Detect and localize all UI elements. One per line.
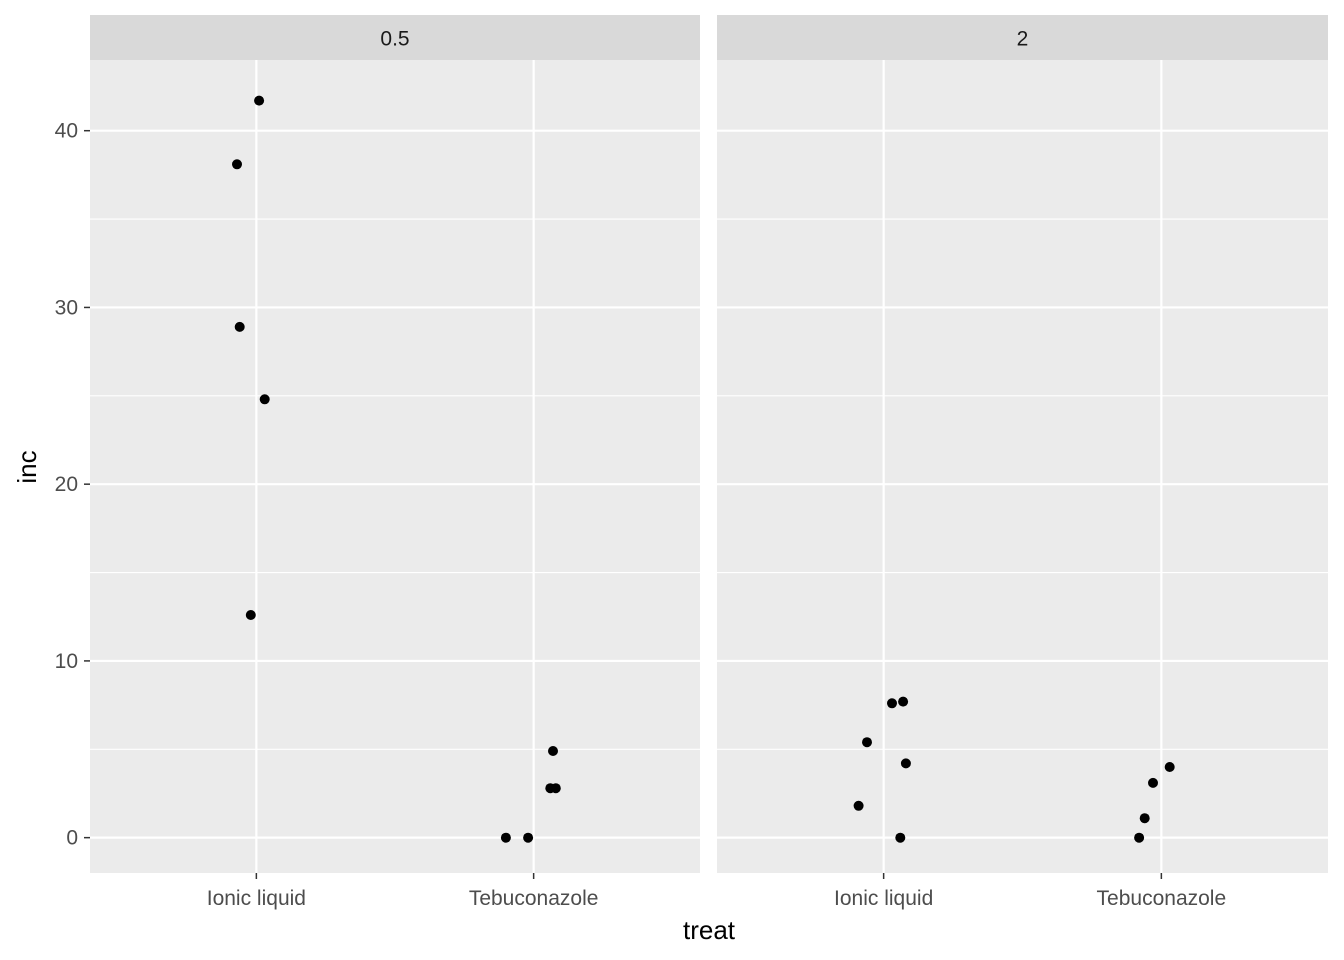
data-point [900,758,911,769]
y-axis-title: inc [12,450,42,483]
data-point [887,698,897,709]
facet-strip-label: 2 [1017,28,1029,51]
x-tick-label: Tebuconazole [1097,887,1227,910]
data-point [259,394,270,405]
data-point [234,321,245,332]
data-point [548,746,558,756]
data-point [254,95,265,106]
data-point [895,832,906,843]
data-point [898,696,909,707]
y-axis: 0 10 20 30 40 [55,120,90,850]
data-point [550,783,561,794]
y-tick-label: 0 [66,827,78,850]
panel-background [717,60,1328,873]
x-tick-label: Tebuconazole [469,887,599,910]
panel-background [90,60,700,873]
facet-strip [90,15,700,60]
x-tick-label: Ionic liquid [834,887,933,910]
data-point [232,159,242,170]
data-point [1148,777,1158,788]
y-tick-label: 20 [55,473,78,496]
y-tick-label: 10 [55,650,78,673]
data-point [500,832,511,843]
data-point [523,832,534,843]
x-tick-label: Ionic liquid [207,887,306,910]
data-point [1164,762,1175,772]
facet-panel-right: 2 Ionic liquid Tebuconazole [717,15,1328,910]
data-point [853,800,864,811]
facet-strip [717,15,1328,60]
facet-panel-left: 0.5 Ionic liquid Tebuconazole [90,15,700,910]
data-point [1139,813,1150,824]
y-tick-label: 30 [55,296,78,319]
y-tick-label: 40 [55,120,78,143]
x-axis-title: treat [683,915,736,945]
data-point [245,610,256,620]
data-point [862,737,872,748]
data-point [1134,832,1145,843]
facet-strip-label: 0.5 [380,28,409,51]
